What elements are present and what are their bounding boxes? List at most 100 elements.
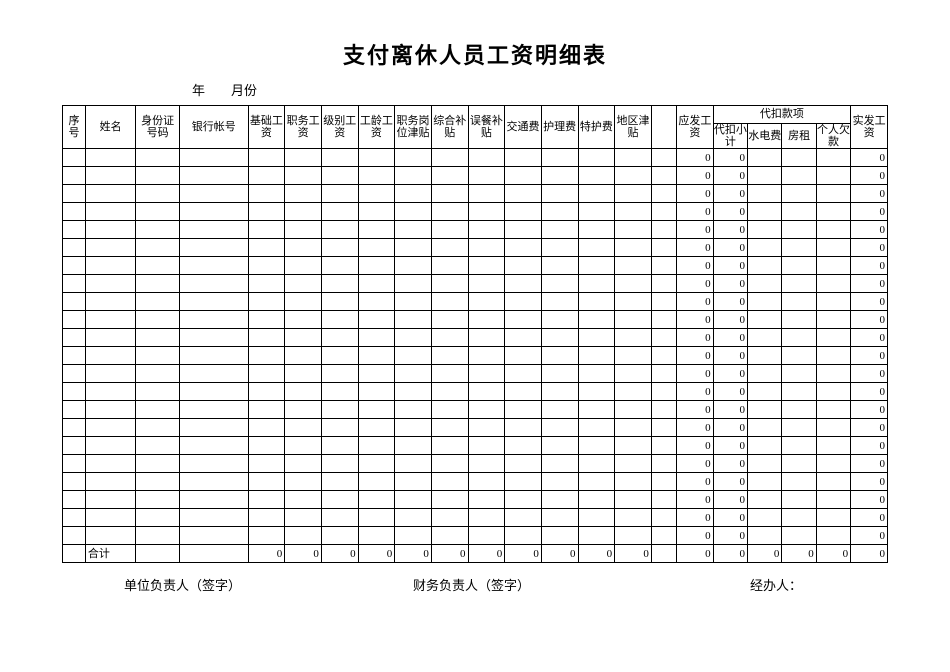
cell-empty [85, 275, 135, 293]
cell-empty [431, 239, 468, 257]
total-cell: 0 [748, 545, 782, 563]
cell-empty [63, 203, 86, 221]
cell-empty [578, 365, 615, 383]
cell-empty [136, 473, 180, 491]
cell-empty [358, 401, 395, 419]
cell-empty [395, 239, 432, 257]
cell-empty [748, 419, 782, 437]
cell-empty [321, 149, 358, 167]
cell-empty [358, 419, 395, 437]
cell-empty [468, 437, 505, 455]
total-cell: 0 [431, 545, 468, 563]
cell-empty [248, 293, 285, 311]
cell-actual: 0 [851, 437, 888, 455]
cell-empty [651, 473, 676, 491]
cell-empty [816, 347, 850, 365]
cell-empty [358, 311, 395, 329]
cell-empty [395, 527, 432, 545]
cell-empty [615, 149, 652, 167]
cell-empty [85, 347, 135, 365]
cell-empty [431, 167, 468, 185]
cell-empty [578, 347, 615, 365]
cell-empty [431, 437, 468, 455]
cell-ded-sub: 0 [713, 239, 747, 257]
cell-empty [395, 455, 432, 473]
cell-empty [782, 257, 816, 275]
cell-empty [431, 365, 468, 383]
cell-empty [468, 383, 505, 401]
cell-empty [321, 329, 358, 347]
cell-empty [651, 491, 676, 509]
cell-empty [179, 509, 248, 527]
cell-actual: 0 [851, 383, 888, 401]
cell-empty [468, 329, 505, 347]
cell-empty [748, 329, 782, 347]
table-row: 000 [63, 437, 888, 455]
cell-empty [248, 383, 285, 401]
cell-empty [63, 221, 86, 239]
cell-empty [63, 347, 86, 365]
cell-empty [85, 221, 135, 239]
cell-empty [651, 347, 676, 365]
cell-empty [321, 293, 358, 311]
cell-empty [85, 311, 135, 329]
total-cell: 0 [851, 545, 888, 563]
cell-empty [285, 365, 322, 383]
cell-empty [285, 239, 322, 257]
cell-empty [63, 383, 86, 401]
cell-empty [85, 167, 135, 185]
cell-payable: 0 [677, 311, 714, 329]
cell-empty [431, 455, 468, 473]
total-empty [63, 545, 86, 563]
cell-empty [748, 167, 782, 185]
cell-empty [782, 365, 816, 383]
h-payable: 应发工资 [677, 106, 714, 149]
cell-empty [63, 419, 86, 437]
cell-empty [285, 491, 322, 509]
cell-empty [748, 221, 782, 239]
table-row: 000 [63, 329, 888, 347]
cell-empty [179, 149, 248, 167]
cell-empty [136, 509, 180, 527]
cell-empty [63, 365, 86, 383]
cell-empty [468, 509, 505, 527]
cell-empty [136, 275, 180, 293]
cell-empty [136, 257, 180, 275]
cell-empty [285, 437, 322, 455]
cell-empty [358, 275, 395, 293]
total-cell: 0 [713, 545, 747, 563]
cell-empty [782, 383, 816, 401]
cell-empty [248, 455, 285, 473]
signature-row: 单位负责人（签字） 财务负责人（签字） 经办人： [62, 575, 888, 594]
cell-empty [468, 455, 505, 473]
cell-empty [748, 527, 782, 545]
cell-payable: 0 [677, 383, 714, 401]
cell-empty [615, 491, 652, 509]
cell-empty [63, 239, 86, 257]
cell-empty [468, 185, 505, 203]
cell-empty [179, 383, 248, 401]
cell-empty [63, 275, 86, 293]
cell-payable: 0 [677, 509, 714, 527]
cell-empty [468, 311, 505, 329]
cell-empty [179, 293, 248, 311]
cell-empty [431, 401, 468, 419]
cell-empty [505, 419, 542, 437]
cell-empty [63, 293, 86, 311]
cell-actual: 0 [851, 527, 888, 545]
cell-ded-sub: 0 [713, 167, 747, 185]
cell-payable: 0 [677, 149, 714, 167]
cell-empty [505, 473, 542, 491]
cell-empty [615, 527, 652, 545]
cell-empty [248, 221, 285, 239]
cell-empty [85, 527, 135, 545]
cell-empty [615, 275, 652, 293]
cell-empty [748, 509, 782, 527]
total-cell: 0 [782, 545, 816, 563]
cell-empty [782, 509, 816, 527]
h-personal: 个人欠款 [816, 124, 850, 149]
cell-payable: 0 [677, 401, 714, 419]
cell-empty [748, 257, 782, 275]
cell-empty [358, 293, 395, 311]
cell-empty [179, 347, 248, 365]
